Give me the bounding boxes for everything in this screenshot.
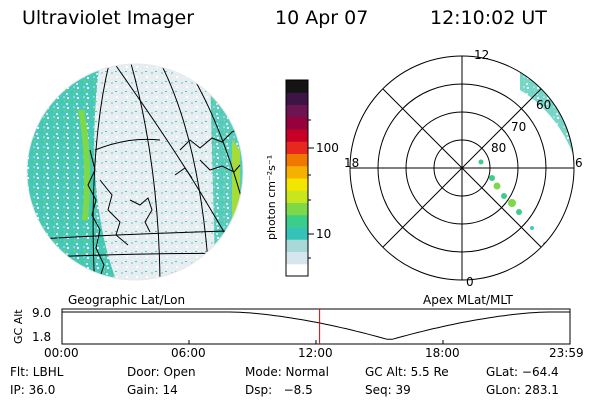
colorbar-band [286,251,308,265]
colorbar-band [286,239,308,252]
status-seq: Seq: 39 [365,383,411,397]
colorbar-frame [285,79,309,277]
colorbar-band [286,153,308,167]
geographic-image [27,64,243,280]
date-label: 10 Apr 07 [275,7,369,29]
colorbar-band [286,214,308,228]
colorbar [286,80,308,277]
altitude-x-ticks [61,340,571,344]
status-gc-alt: GC Alt: 5.5 Re [365,365,449,379]
mlt-label-0: 0 [466,275,474,289]
colorbar-band [286,178,308,191]
app-title: Ultraviolet Imager [22,7,195,29]
lat-label-70: 70 [511,120,527,134]
colorbar-band [286,129,308,142]
mlt-label-6: 6 [575,156,583,170]
status-flt: Flt: LBHL [10,365,64,379]
colorbar-band [286,227,308,240]
polar-grid [349,55,575,281]
status-glat: GLat: −64.4 [486,365,559,379]
x-tick-1200: 12:00 [298,346,333,360]
mlt-label-12: 12 [474,48,490,62]
colorbar-label-10: 10 [316,227,332,241]
apex-caption: Apex MLat/MLT [423,293,513,307]
lat-label-80: 80 [491,141,507,155]
x-tick-0000: 00:00 [44,346,79,360]
colorbar-label-100: 100 [316,141,339,155]
colorbar-band [286,202,308,216]
colorbar-band [286,104,308,118]
status-glon: GLon: 283.1 [486,383,559,397]
altitude-ylabel: GC Alt [12,309,25,344]
x-tick-2359: 23:59 [549,346,584,360]
altitude-curve [62,311,570,340]
status-door: Door: Open [127,365,196,379]
colorbar-band [286,141,308,154]
status-gain: Gain: 14 [127,383,178,397]
geographic-frame [26,63,244,281]
lat-label-60: 60 [536,98,552,112]
status-dsp: Dsp: −8.5 [245,383,313,397]
colorbar-band [286,165,308,179]
colorbar-band [286,80,308,93]
colorbar-unit-label: photon cm⁻²s⁻¹ [265,154,278,240]
time-label: 12:10:02 UT [430,7,547,29]
colorbar-band [286,190,308,203]
mlt-label-18: 18 [344,156,360,170]
colorbar-band [286,92,308,105]
geographic-caption: Geographic Lat/Lon [68,293,186,307]
x-tick-0600: 06:00 [171,346,206,360]
altitude-ymin: 1.8 [32,330,52,344]
altitude-plot-frame [61,308,571,345]
colorbar-band [286,263,308,277]
altitude-ymax: 9.0 [32,306,52,320]
x-tick-1800: 18:00 [425,346,460,360]
status-ip: IP: 36.0 [10,383,56,397]
status-mode: Mode: Normal [245,365,329,379]
colorbar-band [286,116,308,130]
